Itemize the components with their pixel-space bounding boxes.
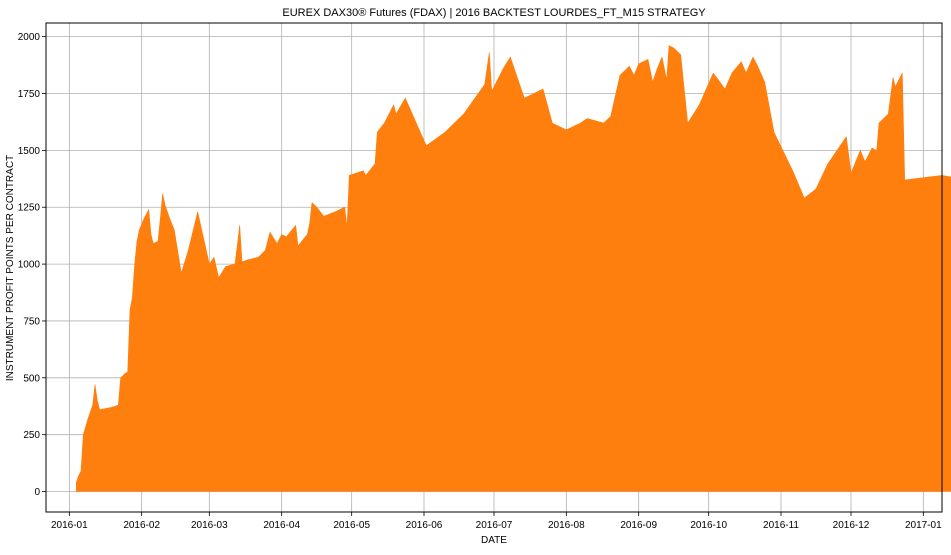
x-tick-label: 2016-09 — [620, 520, 657, 531]
x-tick-label: 2016-06 — [406, 520, 443, 531]
x-tick-label: 2016-12 — [833, 520, 870, 531]
x-tick-label: 2016-08 — [548, 520, 585, 531]
y-axis-label: INSTRUMENT PROFIT POINTS PER CONTRACT — [5, 155, 16, 381]
y-tick-label: 2000 — [18, 32, 41, 43]
x-tick-label: 2016-07 — [476, 520, 513, 531]
y-tick-label: 750 — [23, 316, 40, 327]
y-tick-label: 250 — [23, 430, 40, 441]
x-tick-label: 2016-10 — [690, 520, 727, 531]
x-tick-label: 2016-05 — [333, 520, 370, 531]
y-tick-label: 1750 — [18, 89, 41, 100]
y-tick-label: 1000 — [18, 260, 41, 271]
y-tick-label: 1500 — [18, 146, 41, 157]
x-axis-label: DATE — [481, 535, 507, 546]
y-tick-label: 1250 — [18, 203, 41, 214]
x-tick-label: 2016-11 — [763, 520, 799, 531]
x-tick-label: 2016-02 — [123, 520, 160, 531]
x-tick-label: 2016-04 — [263, 520, 300, 531]
x-tick-label: 2016-01 — [51, 520, 88, 531]
y-tick-label: 0 — [34, 487, 40, 498]
y-tick-label: 500 — [23, 373, 40, 384]
series-layer — [76, 45, 951, 492]
y-axis-ticks: 0 250 500 750 1000 1250 1500 1750 2000 — [18, 32, 46, 498]
x-axis-ticks: 2016-01 2016-02 2016-03 2016-04 2016-05 2016-… — [51, 512, 942, 531]
profit-area — [76, 45, 951, 492]
x-tick-label: 2017-01 — [905, 520, 942, 531]
x-tick-label: 2016-03 — [191, 520, 228, 531]
chart-title: EUREX DAX30® Futures (FDAX) | 2016 BACKT… — [282, 7, 706, 19]
